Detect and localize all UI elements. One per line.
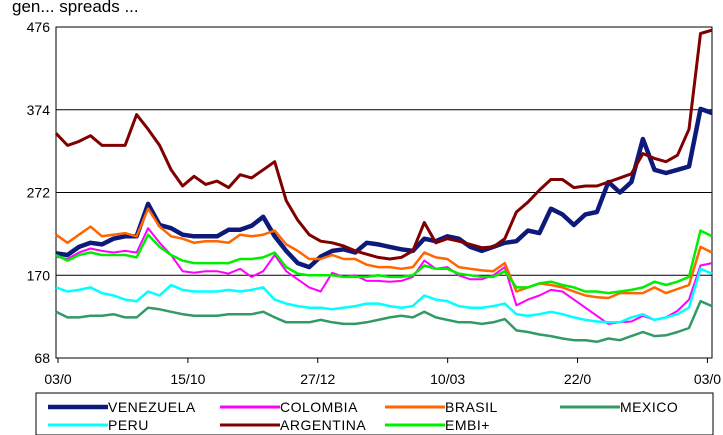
legend: VENEZUELA COLOMBIA BRASIL MEXICO PERU ARGENTI… — [48, 399, 678, 433]
x-tick-label: 03/0 — [694, 371, 721, 387]
series-lines — [54, 28, 713, 344]
series-line-mexico — [55, 299, 713, 344]
legend-label: BRASIL — [445, 399, 498, 415]
y-tick-label: 170 — [27, 267, 51, 283]
series-line-embi- — [55, 229, 713, 295]
legend-label: VENEZUELA — [108, 399, 196, 415]
chart-title: gen... spreads ... — [12, 0, 139, 16]
x-axis-tick-labels: 03/0 15/10 27/12 10/03 22/0 03/0 — [44, 358, 721, 387]
series-line-venezuela — [55, 106, 713, 270]
legend-label: ARGENTINA — [280, 417, 366, 433]
legend-label: EMBI+ — [445, 417, 490, 433]
legend-label: PERU — [108, 417, 149, 433]
x-tick-label: 03/0 — [44, 371, 71, 387]
x-tick-label: 27/12 — [300, 371, 335, 387]
x-tick-label: 15/10 — [170, 371, 205, 387]
y-tick-label: 476 — [27, 19, 51, 35]
y-tick-label: 272 — [27, 185, 51, 201]
series-line-argentina — [54, 28, 713, 261]
legend-box — [35, 392, 714, 435]
series-line-brasil — [55, 207, 713, 300]
legend-label: COLOMBIA — [280, 399, 358, 415]
y-tick-label: 374 — [27, 102, 51, 118]
series-line-peru — [55, 267, 713, 324]
x-tick-label: 22/0 — [564, 371, 591, 387]
y-tick-label: 68 — [34, 350, 50, 366]
legend-label: MEXICO — [620, 399, 678, 415]
y-axis-tick-labels: 68 170 272 374 476 — [27, 19, 51, 366]
x-tick-label: 10/03 — [430, 371, 465, 387]
series-line-colombia — [55, 227, 713, 325]
